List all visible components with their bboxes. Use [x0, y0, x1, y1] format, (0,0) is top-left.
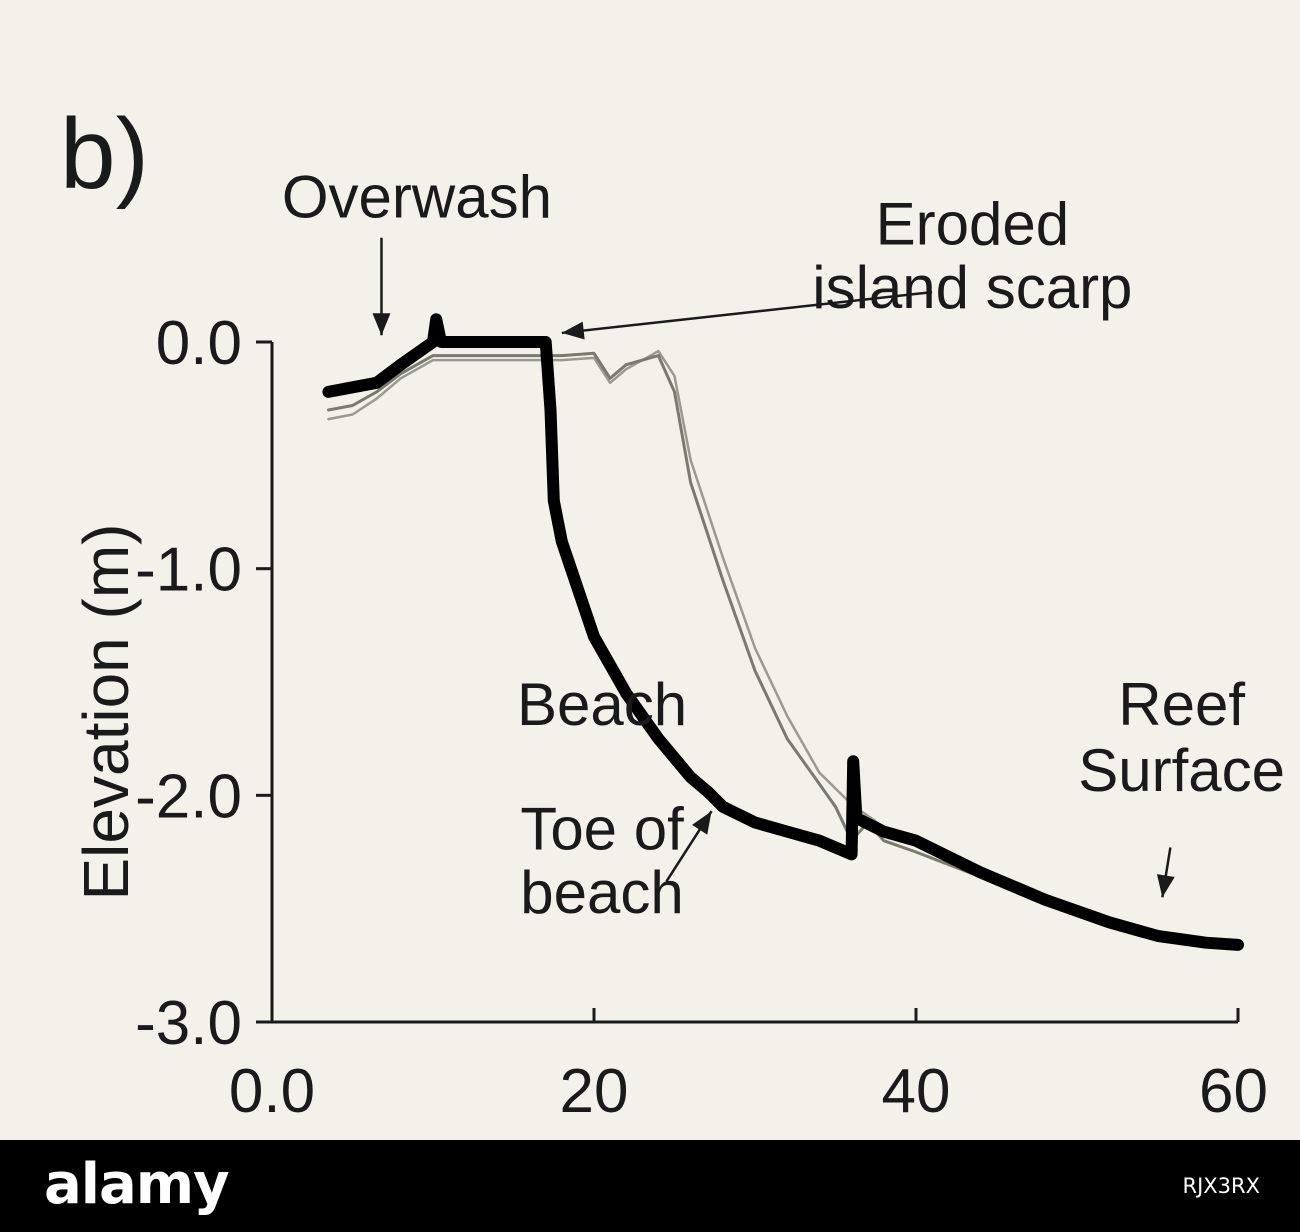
footer-logo: alamy: [44, 1152, 230, 1217]
annotation-2: island scarp: [812, 254, 1132, 321]
x-tick-label-3: 60: [1199, 1057, 1268, 1126]
annotation-6: Reef: [1118, 671, 1245, 738]
arrow-head-0: [372, 313, 391, 336]
annotation-0: Overwash: [282, 163, 552, 230]
arrow-line-1: [561, 290, 933, 335]
y-tick-label-2: -2.0: [135, 762, 242, 831]
annotation-7: Surface: [1078, 737, 1285, 804]
figure: 0.0 -1.0 -2.0 -3.0 0.0 20 40 60 Overwash Eroded i…: [60, 98, 1286, 1126]
arrow-head-3: [1156, 874, 1175, 898]
series-line-1: [322, 313, 1244, 951]
elevation-profile-chart: 0.0-1.0-2.0-3.00.0 20 40 60 Overwash Erodedi…: [60, 98, 1285, 1126]
footer-image-id: RJX3RX: [1182, 1174, 1260, 1198]
panel-label: b): [60, 98, 149, 210]
x-tick-label-0: 0.0: [229, 1057, 315, 1126]
y-axis-label: Elevation (m): [70, 524, 142, 901]
annotation-5: beach: [520, 859, 683, 926]
y-tick-label-3: -3.0: [135, 989, 242, 1058]
arrow-head-2: [692, 811, 712, 835]
footer-bar: alamy RJX3RX: [0, 1140, 1300, 1232]
annotation-3: Beach: [517, 671, 687, 738]
x-tick-label-2: 40: [882, 1057, 951, 1126]
series-line-3: [327, 349, 1240, 947]
ticks-layer: 0.0-1.0-2.0-3.00.0 20 40 60: [135, 309, 1268, 1126]
annotation-4: Toe of: [520, 796, 684, 863]
annotation-1: Eroded: [876, 191, 1069, 258]
axes-layer: [270, 342, 1238, 1024]
arrows-layer: [372, 237, 1175, 898]
arrow-head-1: [561, 321, 585, 340]
x-tick-label-1: 20: [560, 1057, 629, 1126]
y-tick-label-1: -1.0: [135, 536, 242, 605]
y-tick-label-0: 0.0: [156, 309, 242, 378]
series-line-2: [326, 351, 1240, 947]
series-layer: [322, 313, 1244, 951]
